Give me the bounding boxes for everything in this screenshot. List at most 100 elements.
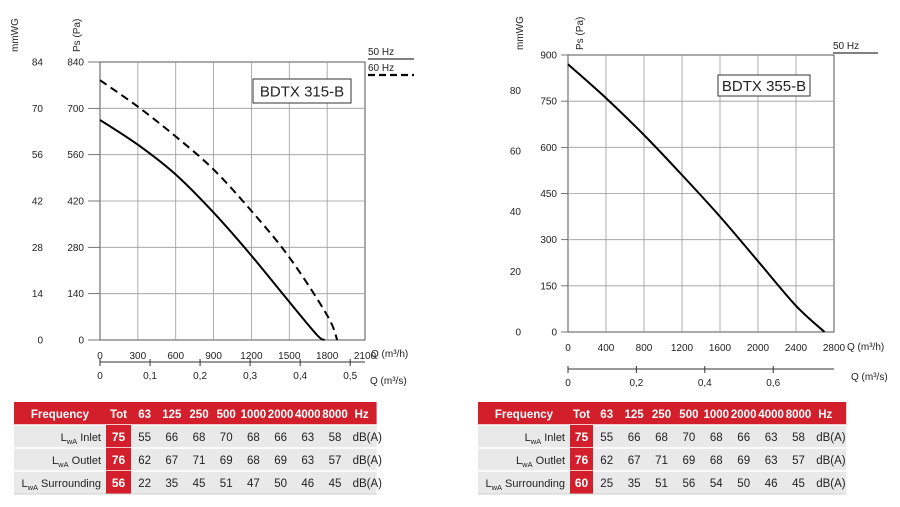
header-band: 250 [652,409,671,421]
y-tick-label: 0 [78,336,84,347]
y2-tick-label: 56 [32,150,44,161]
row-label-name: Surrounding [38,478,101,490]
band-value: 68 [247,432,260,444]
chart-1: 0 300 600 900 1200 1500 1800 210001402804205607… [10,18,414,387]
row-label-text: LwA Surrounding [485,478,565,492]
legend-label: 60 Hz [368,63,394,74]
header-total: Tot [110,409,127,421]
x2-tick-label: 0 [97,371,103,382]
header-band: 63 [138,409,151,421]
band-value: 68 [710,455,723,467]
band-value: 50 [274,478,287,490]
model-title: BDTX 355-B [722,78,806,95]
table-header-bg [14,402,377,425]
total-cell-bg [106,471,131,494]
y-tick-label: 750 [540,97,557,108]
band-value: 57 [792,455,805,467]
x-tick-label: 2400 [785,343,808,354]
y-tick-label: 150 [540,281,557,292]
band-value: 66 [737,432,750,444]
band-value: 45 [193,478,206,490]
band-value: 56 [683,478,696,490]
band-value: 69 [683,455,696,467]
y2-tick-label: 40 [510,207,522,218]
model-title-box [252,78,352,104]
header-band: 1000 [241,409,267,421]
header-band: 500 [679,409,698,421]
x-tick-label: 2100 [354,351,377,362]
x2-axis-label: Q (m³/s) [851,372,888,383]
x2-tick-label: 0,4 [293,371,307,382]
y-tick-label: 560 [67,150,84,161]
row-label-text: LwA Inlet [61,432,101,446]
band-value: 69 [274,455,287,467]
header-band: 500 [217,409,236,421]
y2-tick-label: 0 [37,336,43,347]
band-value: 68 [247,455,260,467]
band-value: 51 [220,478,233,490]
sound-table-1: Frequency Tot 63 125 250 500 1000 2000 4000 8000 H… [14,402,382,495]
band-value: 51 [655,478,668,490]
x2-tick-label: 0,5 [343,371,357,382]
y2-axis-label: mmWG [10,18,21,52]
total-value: 60 [575,476,589,490]
band-value: 63 [301,455,314,467]
header-band: 2000 [731,409,757,421]
table-row-bg [14,448,377,471]
row-label-text: LwA Outlet [516,455,565,469]
row-label-text: LwA Inlet [525,432,565,446]
total-value: 75 [575,430,589,444]
header-band: 8000 [322,409,348,421]
x2-tick-label: 0,6 [766,378,780,389]
y-tick-label: 600 [540,143,557,154]
row-label: LwA Inlet [525,432,565,446]
header-unit: Hz [355,409,369,421]
band-value: 70 [683,432,696,444]
band-value: 55 [600,432,613,444]
x-tick-label: 0 [97,351,103,362]
band-value: 45 [792,478,805,490]
x-tick-label: 2000 [747,343,770,354]
curve-50hz [99,119,326,341]
y-tick-label: 900 [540,51,557,62]
table-row-bg [14,471,377,494]
y-tick-label: 300 [540,235,557,246]
x-tick-label: 900 [205,351,222,362]
legend-label: 50 Hz [368,47,394,58]
curve-60hz [99,79,339,341]
total-cell-bg [106,448,131,471]
y-tick-label: 420 [67,197,84,208]
x-axis-label: Q (m³/h) [847,342,884,353]
table-header-bg [478,402,847,425]
y-tick-label: 840 [67,58,84,69]
band-value: 71 [655,455,668,467]
band-value: 63 [765,432,778,444]
total-value: 76 [575,453,589,467]
total-cell-bg [570,448,593,471]
row-label: LwA Outlet [52,455,101,469]
y2-tick-label: 70 [32,104,44,115]
band-value: 66 [628,432,641,444]
band-value: 22 [138,478,151,490]
row-label-name: Outlet [69,455,101,467]
x-tick-label: 1200 [240,351,263,362]
x-tick-label: 2800 [823,343,846,354]
total-value: 76 [112,453,126,467]
x-tick-label: 1600 [709,343,732,354]
header-band: 4000 [295,409,321,421]
y2-axis-label: mmWG [515,16,526,50]
y2-tick-label: 0 [515,328,521,339]
row-label: LwA Surrounding [485,478,565,492]
header-total: Tot [573,409,590,421]
y2-tick-label: 28 [32,243,44,254]
table-row-bg [14,425,377,448]
band-value: 62 [600,455,613,467]
header-band: 2000 [268,409,294,421]
band-value: 25 [600,478,613,490]
legend-label: 50 Hz [833,41,859,52]
x-tick-label: 1200 [671,343,694,354]
chart-2: 0 400 800 1200 1600 2000 2400 28000150300450600… [510,16,888,389]
curve-50hz [567,63,826,333]
band-value: 67 [628,455,641,467]
row-label: LwA Inlet [61,432,101,446]
